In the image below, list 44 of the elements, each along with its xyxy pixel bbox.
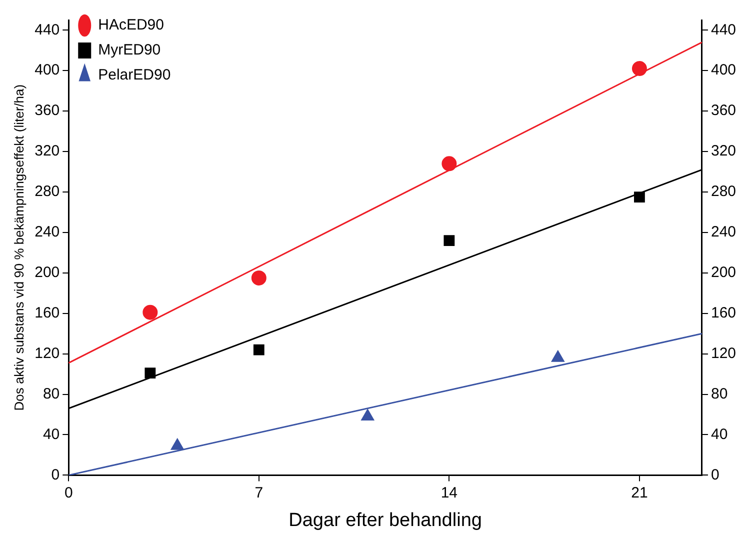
y2-tick-label: 400 [710, 62, 736, 79]
x-tick-label: 0 [64, 484, 73, 502]
y-tick-label: 360 [34, 102, 60, 120]
legend-label: HAcED90 [98, 16, 164, 34]
y2-tick-label: 120 [710, 344, 736, 362]
y-tick-label: 240 [34, 224, 60, 241]
y-tick-label: 0 [51, 466, 60, 484]
y2-tick-label: 320 [710, 142, 736, 160]
y2-tick-label: 280 [710, 183, 736, 200]
legend-label: MyrED90 [98, 42, 161, 59]
point [170, 438, 184, 450]
y2-tick-label: 200 [710, 264, 736, 282]
y-tick-label: 160 [34, 304, 60, 322]
y2-tick-label: 240 [710, 224, 736, 241]
y-tick-label: 280 [34, 183, 60, 200]
x-axis-title: Dagar efter behandling [288, 510, 482, 531]
y-tick-label: 120 [34, 344, 60, 362]
point [142, 304, 158, 320]
legend-label: PelarED90 [98, 66, 171, 84]
y-tick-label: 400 [34, 62, 60, 79]
y-tick-label: 200 [34, 264, 60, 282]
x-tick-label: 21 [631, 484, 648, 502]
point [253, 344, 264, 356]
y2-tick-label: 440 [710, 21, 736, 38]
y2-tick-label: 160 [710, 304, 736, 322]
y2-tick-label: 80 [710, 385, 728, 402]
y-tick-label: 40 [42, 426, 60, 443]
y2-tick-label: 40 [710, 426, 728, 443]
point [442, 156, 457, 172]
point [251, 270, 266, 286]
x-tick-label: 14 [440, 484, 458, 502]
point [444, 235, 455, 246]
y-axis-title: Dos aktiv substans vid 90 % bekämpningseffekt (liter/ha) [11, 84, 26, 411]
point [551, 350, 564, 362]
point [634, 192, 645, 202]
point [144, 368, 156, 378]
point [632, 61, 647, 76]
y-tick-label: 440 [34, 21, 60, 38]
point [361, 409, 374, 421]
y2-tick-label: 360 [710, 102, 736, 120]
x-tick-label: 7 [254, 484, 264, 502]
y2-tick-label: 0 [710, 466, 720, 484]
y-tick-label: 80 [42, 385, 60, 402]
y-tick-label: 320 [34, 142, 60, 160]
